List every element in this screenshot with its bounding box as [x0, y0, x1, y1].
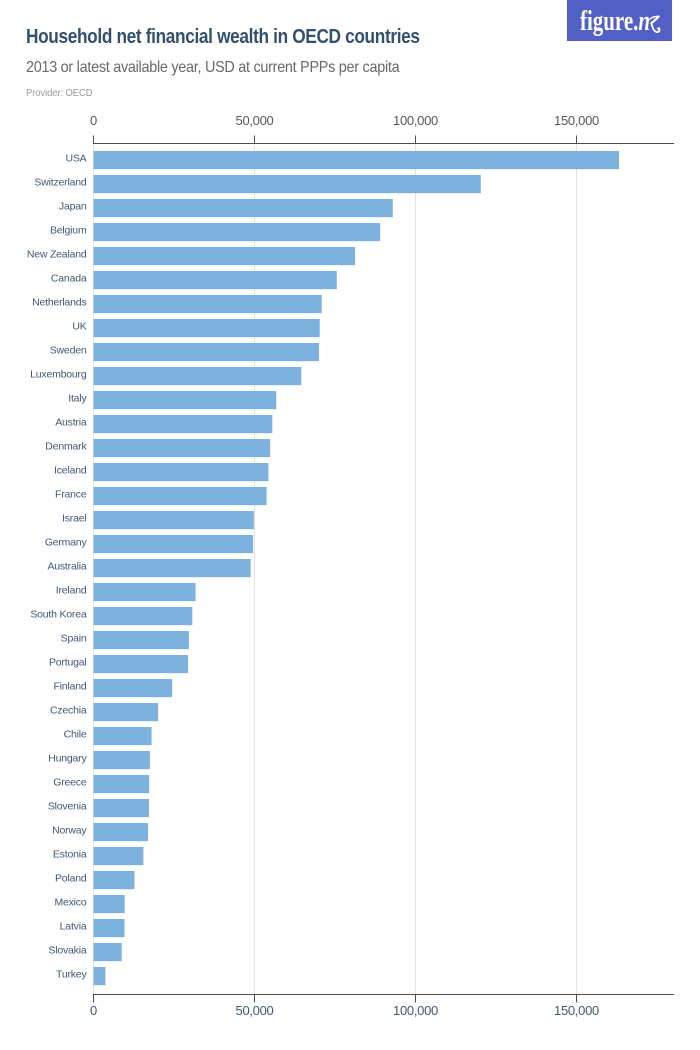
svg-text:Slovakia: Slovakia [48, 945, 86, 957]
svg-text:France: France [55, 489, 87, 501]
svg-text:50,000: 50,000 [236, 113, 274, 128]
svg-text:Poland: Poland [55, 873, 87, 885]
svg-text:South Korea: South Korea [30, 609, 87, 621]
svg-text:100,000: 100,000 [393, 113, 438, 128]
svg-text:UK: UK [72, 321, 86, 333]
svg-text:Norway: Norway [52, 825, 87, 837]
svg-text:Switzerland: Switzerland [34, 177, 86, 189]
svg-text:Latvia: Latvia [60, 921, 87, 933]
svg-text:USA: USA [66, 153, 87, 165]
svg-text:Japan: Japan [59, 201, 87, 213]
svg-text:Czechia: Czechia [50, 705, 87, 717]
svg-text:Luxembourg: Luxembourg [30, 369, 87, 381]
svg-text:150,000: 150,000 [554, 1003, 599, 1018]
svg-text:Sweden: Sweden [50, 345, 87, 357]
svg-text:Greece: Greece [53, 777, 87, 789]
svg-text:0: 0 [90, 1003, 97, 1018]
svg-text:Turkey: Turkey [56, 969, 87, 981]
svg-text:Ireland: Ireland [56, 585, 87, 597]
svg-text:Denmark: Denmark [45, 441, 87, 453]
svg-text:Germany: Germany [45, 537, 88, 549]
svg-text:Hungary: Hungary [48, 753, 87, 765]
svg-text:Portugal: Portugal [49, 657, 87, 669]
svg-text:New Zealand: New Zealand [27, 249, 87, 261]
svg-text:Spain: Spain [61, 633, 87, 645]
svg-text:Canada: Canada [51, 273, 87, 285]
svg-text:Belgium: Belgium [50, 225, 87, 237]
svg-text:Austria: Austria [55, 417, 87, 429]
svg-text:Israel: Israel [62, 513, 86, 525]
svg-text:100,000: 100,000 [393, 1003, 438, 1018]
svg-text:Chile: Chile [64, 729, 87, 741]
svg-text:Estonia: Estonia [53, 849, 87, 861]
svg-text:Slovenia: Slovenia [48, 801, 87, 813]
svg-text:0: 0 [90, 113, 97, 128]
svg-text:Italy: Italy [68, 393, 87, 405]
svg-text:Finland: Finland [53, 681, 86, 693]
svg-text:Mexico: Mexico [54, 897, 86, 909]
svg-text:Netherlands: Netherlands [32, 297, 86, 309]
svg-text:Australia: Australia [47, 561, 86, 573]
svg-text:150,000: 150,000 [554, 113, 599, 128]
svg-text:50,000: 50,000 [236, 1003, 274, 1018]
svg-text:Iceland: Iceland [54, 465, 87, 477]
